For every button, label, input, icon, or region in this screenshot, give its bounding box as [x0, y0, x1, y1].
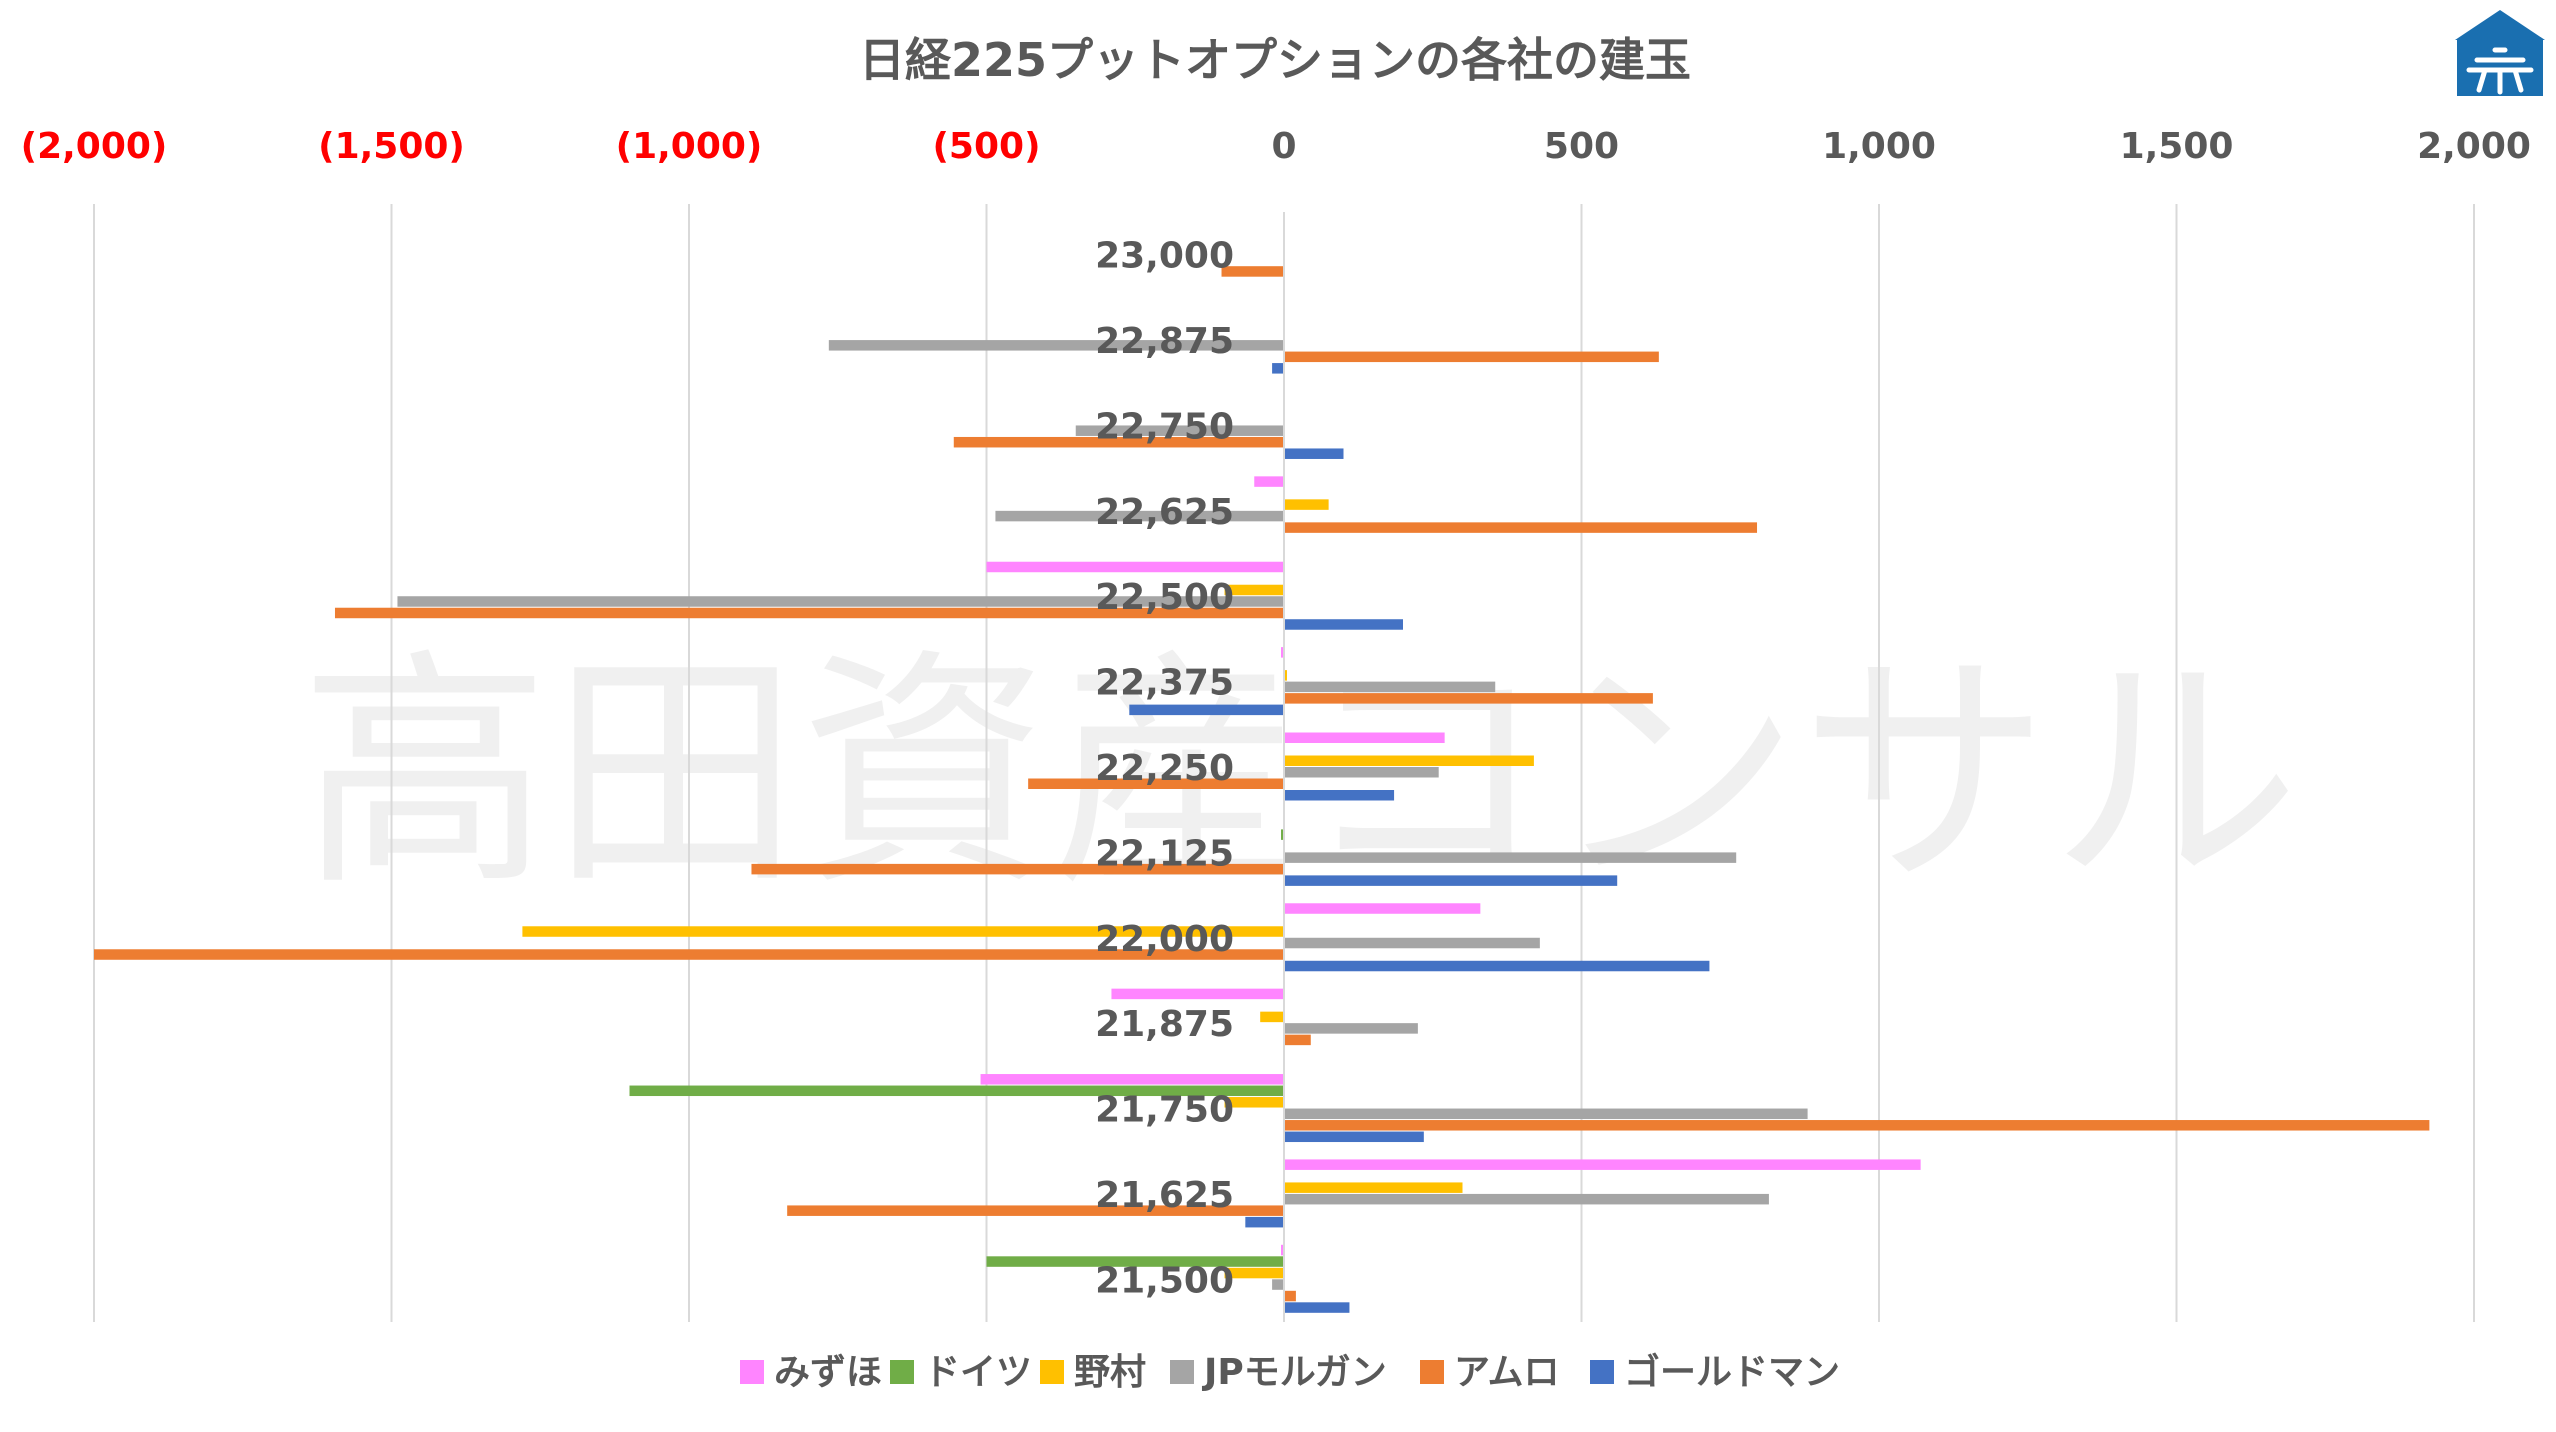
bar — [1281, 1244, 1284, 1256]
bar — [1284, 937, 1540, 949]
legend-label: JPモルガン — [1201, 1352, 1387, 1393]
bar — [1284, 1302, 1350, 1313]
bar — [1284, 732, 1445, 743]
bar — [1284, 351, 1659, 363]
bar — [1284, 755, 1534, 766]
bar — [1284, 875, 1618, 886]
bar — [1284, 1023, 1418, 1034]
legend-swatch — [1040, 1360, 1064, 1384]
bar — [1028, 778, 1284, 789]
bar — [1272, 1279, 1284, 1290]
x-tick-label: (2,000) — [21, 126, 168, 167]
legend-label: みずほ — [774, 1352, 882, 1393]
category-label: 22,250 — [1095, 748, 1234, 789]
bar — [980, 1074, 1284, 1085]
category-label: 22,125 — [1095, 833, 1234, 874]
category-label: 22,875 — [1095, 321, 1234, 362]
category-label: 21,625 — [1095, 1175, 1234, 1216]
bar — [1284, 448, 1344, 459]
bar — [986, 561, 1284, 573]
bar — [1260, 1011, 1284, 1023]
bar — [94, 949, 1284, 960]
legend-swatch — [1590, 1360, 1614, 1384]
legend: みずほ ドイツ 野村 JPモルガン アムロ ゴールドマン — [740, 1351, 1840, 1393]
bar — [1284, 1108, 1808, 1120]
category-label: 22,000 — [1095, 919, 1234, 960]
bar — [1284, 1182, 1463, 1193]
bar — [995, 510, 1284, 522]
bar — [1284, 1120, 2430, 1131]
bar — [1284, 522, 1758, 533]
legend-label: ドイツ — [924, 1352, 1032, 1393]
bar — [1284, 681, 1496, 693]
bar — [1284, 852, 1737, 863]
category-label: 22,500 — [1095, 577, 1234, 618]
category-label: 21,875 — [1095, 1004, 1234, 1045]
category-label: 23,000 — [1095, 236, 1234, 277]
bar — [1129, 704, 1284, 716]
x-tick-label: 2,000 — [2417, 126, 2531, 167]
category-label: 21,500 — [1095, 1260, 1234, 1301]
legend-label: 野村 — [1074, 1352, 1146, 1393]
gridlines — [93, 204, 2475, 1322]
bar — [1284, 499, 1329, 510]
legend-label: アムロ — [1454, 1352, 1559, 1393]
bar — [1224, 584, 1284, 596]
logo-icon — [2455, 10, 2545, 96]
x-tick-label: 1,500 — [2120, 126, 2234, 167]
bar — [1245, 1216, 1284, 1228]
bars — [94, 266, 2430, 1313]
legend-swatch — [1420, 1360, 1444, 1384]
legend-swatch — [740, 1360, 764, 1384]
x-tick-label: (500) — [932, 126, 1040, 167]
x-tick-label: 1,000 — [1822, 126, 1936, 167]
bar — [1284, 960, 1710, 972]
bar — [1284, 1159, 1921, 1170]
chart-title: 日経225プットオプションの各社の建玉 — [859, 33, 1691, 87]
bar — [629, 1085, 1284, 1097]
bar — [751, 863, 1284, 875]
x-tick-label: 0 — [1271, 126, 1296, 167]
x-tick-label: 500 — [1544, 126, 1619, 167]
legend-label: ゴールドマン — [1624, 1351, 1840, 1393]
bar — [1284, 1290, 1296, 1302]
bar — [1272, 363, 1284, 374]
x-tick-label: (1,500) — [318, 126, 465, 167]
bar — [1284, 767, 1439, 778]
bar — [1075, 425, 1284, 436]
bar — [828, 340, 1284, 351]
category-label: 22,750 — [1095, 406, 1234, 447]
bar — [334, 607, 1285, 619]
bar — [787, 1205, 1284, 1216]
bar — [1284, 670, 1287, 681]
bar — [953, 436, 1284, 448]
bar — [1284, 790, 1395, 801]
bar — [1284, 693, 1653, 704]
bar — [1281, 647, 1284, 658]
legend-swatch — [890, 1360, 914, 1384]
bar — [1284, 903, 1481, 914]
category-label: 21,750 — [1095, 1090, 1234, 1131]
bar — [1284, 1131, 1424, 1143]
x-axis-ticks: (2,000) (1,500) (1,000) (500) 0 500 1,000 1,500… — [21, 126, 2531, 167]
bar — [522, 926, 1284, 937]
bar — [1224, 1097, 1284, 1108]
x-tick-label: (1,000) — [616, 126, 763, 167]
category-labels: 23,000 22,875 22,750 22,625 22,500 22,375 22,2… — [1095, 236, 1234, 1302]
category-label: 22,625 — [1095, 492, 1234, 533]
category-label: 22,375 — [1095, 663, 1234, 704]
bar — [1111, 988, 1284, 1000]
legend-swatch — [1170, 1360, 1194, 1384]
bar — [1224, 1267, 1284, 1279]
bar — [986, 1256, 1284, 1267]
bar — [1221, 266, 1284, 277]
bar — [1284, 619, 1403, 630]
bar — [397, 596, 1284, 607]
bar — [1284, 1193, 1769, 1205]
bar — [1254, 476, 1284, 487]
bar — [1281, 829, 1284, 840]
bar — [1284, 1034, 1311, 1046]
